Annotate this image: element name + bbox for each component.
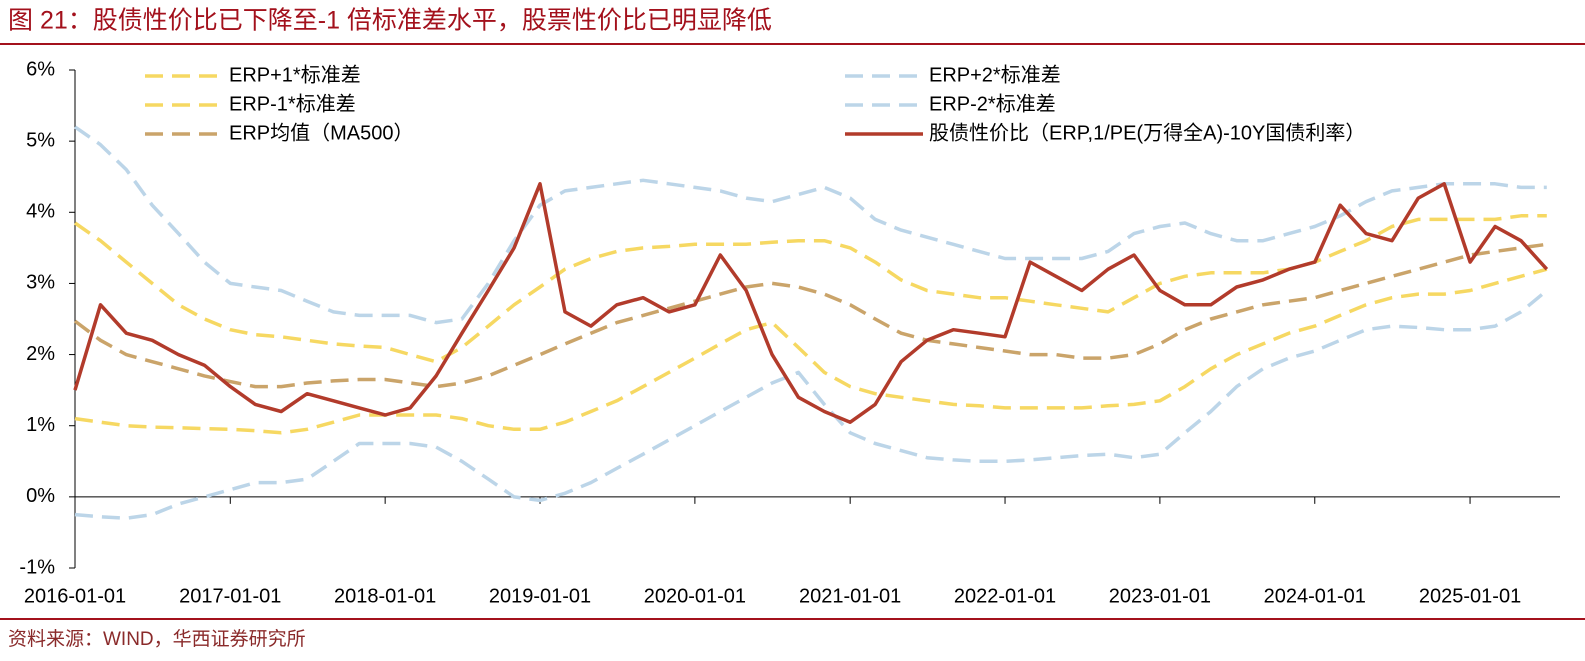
legend-label: ERP-1*标准差 (229, 92, 356, 115)
series-line (73, 125, 1547, 325)
chart-title: 图 21：股债性价比已下降至-1 倍标准差水平，股票性价比已明显降低 (8, 7, 772, 35)
y-tick-label: 4% (26, 201, 55, 223)
source-note: 资料来源：WIND，华西证券研究所 (8, 628, 306, 650)
legend-label: 股债性价比（ERP,1/PE(万得全A)-10Y国债利率） (929, 121, 1365, 144)
x-tick-label: 2016-01-01 (24, 585, 126, 607)
x-tick-label: 2021-01-01 (799, 585, 901, 607)
x-tick-label: 2017-01-01 (179, 585, 281, 607)
y-tick-label: 0% (26, 485, 55, 507)
x-tick-label: 2019-01-01 (489, 585, 591, 607)
series-line (74, 267, 1548, 435)
series-line (73, 242, 1548, 389)
y-tick-label: -1% (19, 556, 55, 578)
series-line (73, 182, 1549, 424)
x-tick-label: 2024-01-01 (1264, 585, 1366, 607)
x-tick-label: 2023-01-01 (1109, 585, 1211, 607)
x-tick-label: 2018-01-01 (334, 585, 436, 607)
series-line (74, 214, 1547, 364)
y-tick-label: 1% (26, 414, 55, 436)
legend-label: ERP-2*标准差 (929, 92, 1056, 115)
series-line (74, 289, 1548, 520)
y-tick-label: 5% (26, 129, 55, 151)
x-tick-label: 2022-01-01 (954, 585, 1056, 607)
legend-label: ERP+2*标准差 (929, 63, 1061, 86)
y-tick-label: 6% (26, 58, 55, 80)
legend-label: ERP均值（MA500） (229, 121, 414, 144)
legend-label: ERP+1*标准差 (229, 63, 361, 86)
y-tick-label: 3% (26, 272, 55, 294)
x-tick-label: 2020-01-01 (644, 585, 746, 607)
x-tick-label: 2025-01-01 (1419, 585, 1521, 607)
y-tick-label: 2% (26, 343, 55, 365)
